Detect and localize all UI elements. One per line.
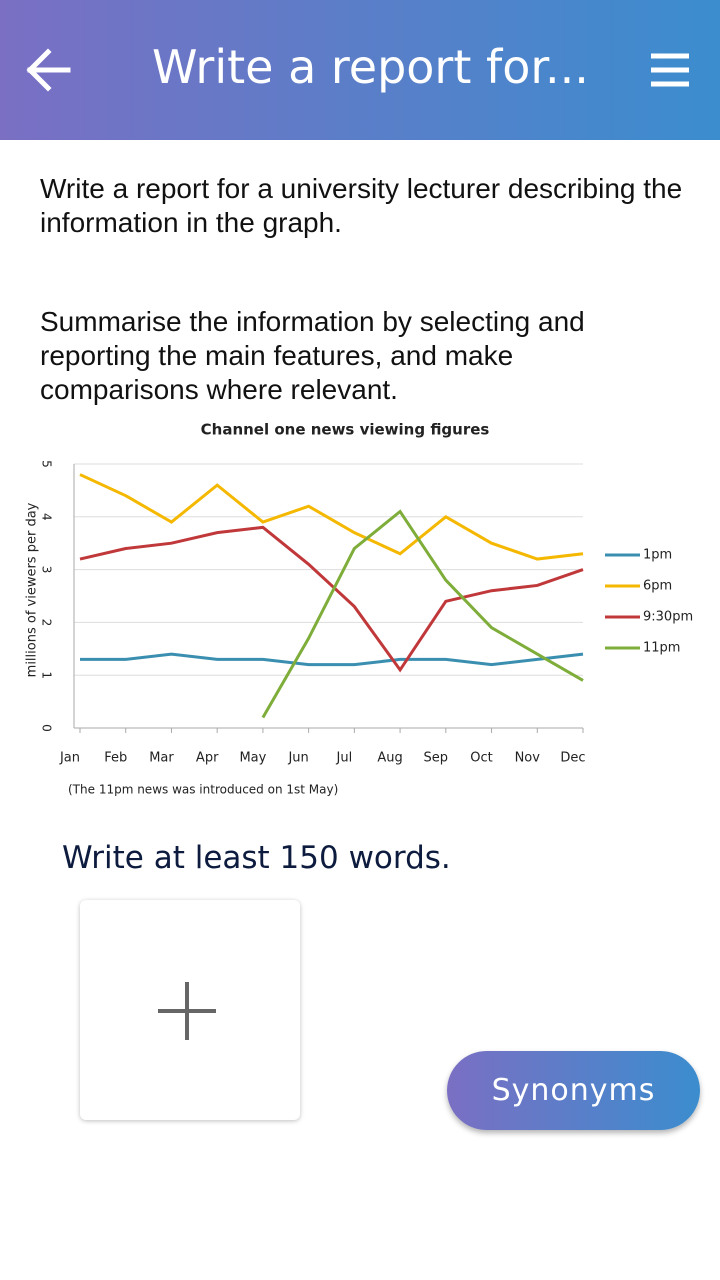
x-tick-label: Aug (377, 751, 402, 766)
app-bar: Write a report for... (0, 0, 720, 140)
chart-title: Channel one news viewing figures (201, 421, 490, 439)
legend-label: 6pm (643, 579, 672, 594)
add-card[interactable] (80, 900, 300, 1120)
y-tick-label: 5 (40, 460, 54, 468)
instruction: Write at least 150 words. (62, 840, 451, 876)
legend-label: 11pm (643, 641, 680, 656)
prompt-text: Summarise the information by selecting a… (40, 306, 585, 405)
app-title: Write a report for... (152, 40, 589, 94)
chart: Channel one news viewing figures million… (25, 421, 694, 797)
legend-label: 9:30pm (643, 610, 693, 625)
app-bar-icons (26, 48, 689, 92)
plus-icon (158, 982, 216, 1040)
back-button[interactable] (26, 48, 71, 92)
x-tick-label: Nov (515, 751, 541, 766)
x-tick-label: Apr (196, 751, 219, 766)
menu-button[interactable] (651, 53, 689, 87)
x-tick-label: Mar (149, 751, 174, 766)
x-tick-label: Jul (336, 751, 353, 766)
synonyms-button[interactable]: Synonyms (447, 1051, 700, 1130)
series-line (79, 525, 584, 673)
series-line (261, 509, 584, 719)
x-tick-label: May (239, 751, 266, 766)
chart-note: (The 11pm news was introduced on 1st May… (68, 783, 338, 797)
x-tick-label: Jan (59, 751, 80, 766)
x-tick-label: Feb (104, 751, 127, 766)
y-axis-label: millions of viewers per day (25, 502, 40, 677)
y-tick-label: 2 (40, 619, 54, 627)
y-tick-label: 1 (40, 671, 54, 679)
series-line (80, 652, 584, 667)
x-tick-label: Sep (424, 751, 449, 766)
y-tick-label: 3 (40, 566, 54, 574)
prompt-text: Write a report for a university lecturer… (40, 173, 683, 238)
legend-label: 1pm (643, 548, 672, 563)
x-tick-label: Jun (287, 751, 308, 766)
x-tick-label: Oct (470, 751, 492, 766)
x-tick-label: Dec (560, 751, 585, 766)
y-tick-label: 4 (40, 513, 54, 521)
y-tick-label: 0 (40, 724, 54, 732)
series-line (79, 473, 584, 561)
